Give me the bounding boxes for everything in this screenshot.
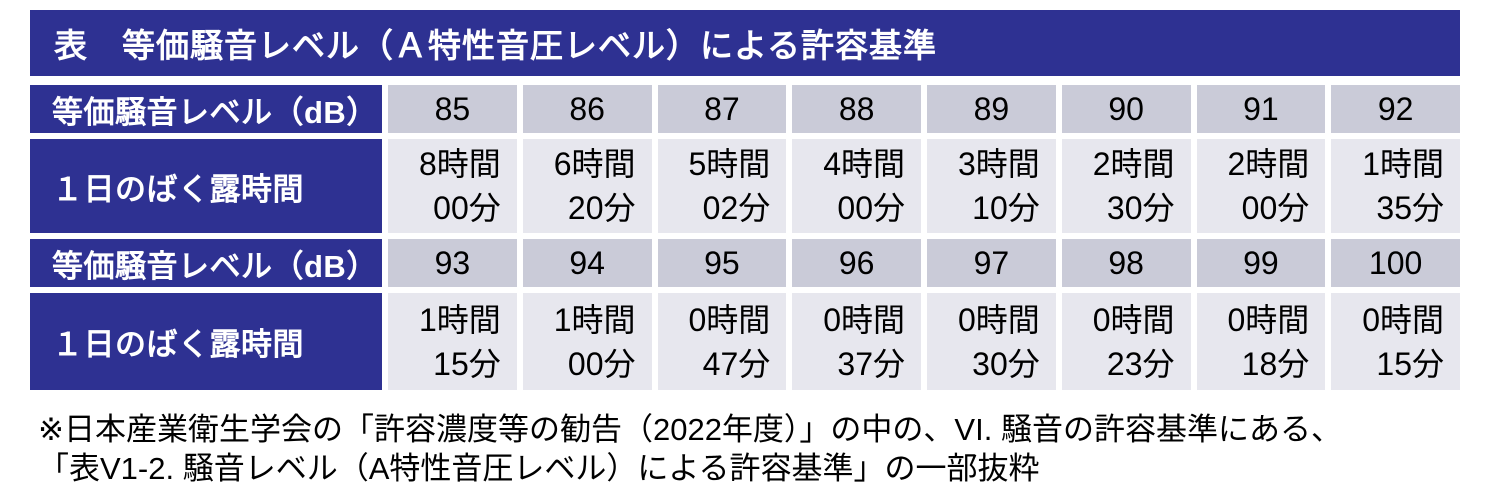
row-header-level-2: 等価騒音レベル（dB） [30,239,382,287]
db-level-cell: 90 [1061,85,1191,133]
exposure-time-cell: 1時間 00分 [522,293,652,390]
hours-text: 0時間 [1362,301,1444,338]
exposure-time-cell: 0時間 15分 [1331,293,1460,390]
exposure-time-cell: 0時間 47分 [657,293,787,390]
db-level-cell: 99 [1196,239,1326,287]
db-level-cell: 92 [1331,85,1460,133]
minutes-text: 00分 [837,190,905,226]
exposure-time-cell: 1時間 35分 [1331,139,1460,233]
exposure-time-cell: 1時間 15分 [388,293,517,390]
exposure-time-cell: 4時間 00分 [792,139,921,233]
minutes-text: 30分 [1106,190,1175,226]
minutes-text: 37分 [837,345,905,382]
minutes-text: 23分 [1106,345,1175,382]
exposure-time-cell: 0時間 18分 [1196,293,1326,390]
source-footnote: ※日本産業衛生学会の「許容濃度等の勧告（2022年度）」の中の、VI. 騒音の許… [38,410,1342,488]
row-header-exposure-1: １日のばく露時間 [30,139,382,233]
hours-text: 4時間 [823,146,905,182]
hours-text: 1時間 [553,301,636,338]
db-level-cell: 100 [1331,239,1460,287]
hours-text: 1時間 [418,301,501,338]
exposure-time-cell: 5時間 02分 [657,139,787,233]
exposure-time-cell: 0時間 37分 [792,293,921,390]
hours-text: 8時間 [418,146,501,182]
minutes-text: 02分 [702,190,771,226]
footnote-line-1: ※日本産業衛生学会の「許容濃度等の勧告（2022年度）」の中の、VI. 騒音の許… [38,412,1342,447]
exposure-time-cell: 8時間 00分 [388,139,517,233]
row-header-level-1: 等価騒音レベル（dB） [30,85,382,133]
row-header-exposure-2: １日のばく露時間 [30,293,382,390]
exposure-time-cell: 0時間 23分 [1061,293,1191,390]
minutes-text: 35分 [1376,190,1444,226]
db-level-cell: 89 [927,85,1056,133]
hours-text: 0時間 [1092,301,1175,338]
table-grid: 等価騒音レベル（dB） 85 86 87 88 89 90 91 92 １日のば… [30,85,1460,390]
db-level-cell: 95 [657,239,787,287]
hours-text: 2時間 [1092,146,1175,182]
exposure-time-cell: 2時間 30分 [1061,139,1191,233]
db-level-cell: 96 [792,239,921,287]
minutes-text: 00分 [1241,190,1310,226]
table-title-bar: 表 等価騒音レベル（Ａ特性音圧レベル）による許容基準 [30,10,1460,76]
db-level-cell: 97 [927,239,1056,287]
hours-text: 0時間 [1227,301,1310,338]
minutes-text: 18分 [1241,345,1310,382]
minutes-text: 47分 [702,345,771,382]
hours-text: 5時間 [688,146,771,182]
hours-text: 0時間 [823,301,905,338]
minutes-text: 00分 [567,345,636,382]
db-level-cell: 85 [388,85,517,133]
exposure-time-cell: 3時間 10分 [927,139,1056,233]
hours-text: 6時間 [553,146,636,182]
footnote-line-2: 「表V1-2. 騒音レベル（A特性音圧レベル）による許容基準」の一部抜粋 [38,451,1040,486]
hours-text: 0時間 [957,301,1040,338]
db-level-cell: 91 [1196,85,1326,133]
exposure-time-cell: 6時間 20分 [522,139,652,233]
hours-text: 3時間 [957,146,1040,182]
db-level-cell: 88 [792,85,921,133]
noise-standard-table: 表 等価騒音レベル（Ａ特性音圧レベル）による許容基準 等価騒音レベル（dB） 8… [30,10,1460,390]
minutes-text: 30分 [972,345,1040,382]
minutes-text: 15分 [1376,345,1444,382]
minutes-text: 00分 [433,190,501,226]
exposure-time-cell: 0時間 30分 [927,293,1056,390]
db-level-cell: 93 [388,239,517,287]
hours-text: 1時間 [1362,146,1444,182]
minutes-text: 20分 [567,190,636,226]
exposure-time-cell: 2時間 00分 [1196,139,1326,233]
db-level-cell: 86 [522,85,652,133]
db-level-cell: 94 [522,239,652,287]
db-level-cell: 87 [657,85,787,133]
hours-text: 0時間 [688,301,771,338]
minutes-text: 10分 [972,190,1040,226]
hours-text: 2時間 [1227,146,1310,182]
minutes-text: 15分 [433,345,501,382]
table-title: 表 等価騒音レベル（Ａ特性音圧レベル）による許容基準 [54,27,938,64]
db-level-cell: 98 [1061,239,1191,287]
